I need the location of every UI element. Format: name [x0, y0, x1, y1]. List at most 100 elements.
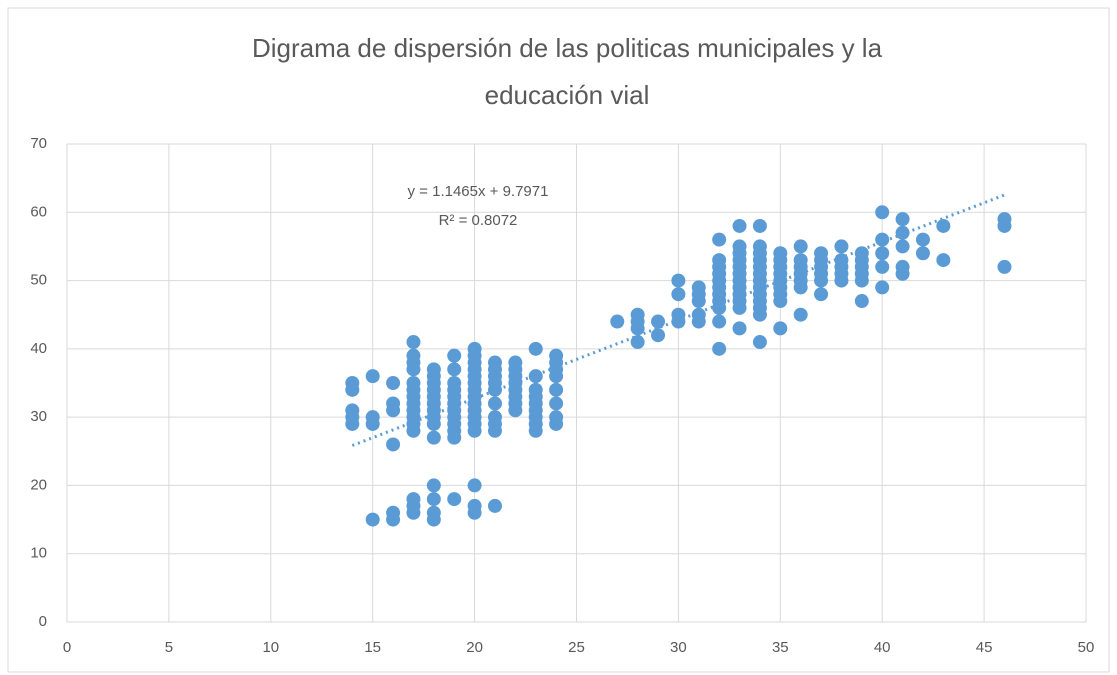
point — [814, 287, 829, 302]
y-tick-label: 30 — [30, 408, 47, 425]
y-tick-label: 20 — [30, 476, 47, 493]
point — [447, 430, 462, 445]
x-tick-label: 15 — [364, 639, 381, 656]
point — [895, 266, 910, 281]
point — [386, 376, 401, 390]
point — [915, 246, 930, 261]
point — [528, 369, 543, 384]
trendline — [351, 193, 1006, 447]
point — [528, 341, 543, 356]
point — [773, 294, 788, 309]
point — [671, 287, 686, 302]
point — [712, 232, 727, 247]
point — [487, 396, 502, 411]
point — [365, 512, 380, 527]
point — [997, 259, 1012, 274]
point — [875, 280, 890, 295]
point — [875, 205, 890, 220]
point — [936, 253, 951, 268]
point — [875, 246, 890, 261]
point — [406, 423, 421, 438]
point — [447, 348, 462, 363]
point — [854, 294, 869, 309]
point — [345, 382, 360, 397]
trendline-label: R² = 0.8072 — [439, 212, 518, 229]
x-tick-label: 10 — [262, 639, 279, 656]
point — [630, 321, 645, 336]
point — [487, 498, 502, 513]
point — [875, 232, 890, 247]
y-tick-label: 10 — [30, 545, 47, 562]
point — [793, 239, 808, 254]
y-tick-label: 70 — [30, 135, 47, 152]
point — [406, 362, 421, 377]
point — [712, 314, 727, 329]
point — [936, 218, 951, 233]
point — [386, 512, 401, 527]
trendline-label: y = 1.1465x + 9.7971 — [408, 183, 549, 200]
point — [610, 314, 625, 329]
point — [365, 369, 380, 384]
y-tick-label: 60 — [30, 203, 47, 220]
point — [487, 423, 502, 438]
point — [345, 416, 360, 431]
point — [834, 239, 849, 254]
point — [508, 403, 523, 418]
x-tick-label: 35 — [772, 639, 789, 656]
point — [651, 328, 666, 343]
y-tick-label: 50 — [30, 272, 47, 289]
point — [793, 280, 808, 295]
point — [875, 259, 890, 274]
point — [691, 294, 706, 309]
point — [365, 416, 380, 431]
point — [467, 505, 482, 520]
point — [712, 341, 727, 356]
point — [426, 416, 441, 431]
point — [549, 369, 564, 384]
point — [895, 239, 910, 254]
x-tick-label: 25 — [568, 639, 585, 656]
point — [997, 218, 1012, 233]
x-tick-label: 50 — [1078, 639, 1095, 656]
point — [752, 335, 767, 350]
point — [854, 273, 869, 288]
point — [426, 492, 441, 507]
x-tick-label: 45 — [976, 639, 993, 656]
point — [752, 307, 767, 322]
chart-border — [7, 7, 1110, 673]
x-tick-label: 20 — [466, 639, 483, 656]
point — [752, 218, 767, 233]
point — [651, 314, 666, 329]
point — [834, 273, 849, 288]
point — [467, 423, 482, 438]
x-tick-label: 40 — [874, 639, 891, 656]
point — [915, 232, 930, 247]
chart-title: educación vial — [485, 80, 650, 110]
y-tick-label: 0 — [39, 613, 47, 630]
point — [712, 300, 727, 315]
point — [691, 314, 706, 329]
point — [426, 512, 441, 527]
point — [895, 212, 910, 227]
point — [386, 437, 401, 452]
point — [406, 505, 421, 520]
point — [549, 382, 564, 397]
point — [732, 321, 747, 336]
point — [406, 335, 421, 350]
point — [773, 321, 788, 336]
point — [447, 492, 462, 507]
point — [549, 396, 564, 411]
x-tick-label: 5 — [165, 639, 173, 656]
point — [487, 382, 502, 397]
point — [814, 273, 829, 288]
point — [467, 478, 482, 493]
x-tick-label: 30 — [670, 639, 687, 656]
point — [528, 423, 543, 438]
point — [732, 218, 747, 233]
point — [671, 273, 686, 288]
point — [426, 430, 441, 445]
point — [549, 416, 564, 431]
point — [386, 403, 401, 418]
point — [793, 307, 808, 322]
